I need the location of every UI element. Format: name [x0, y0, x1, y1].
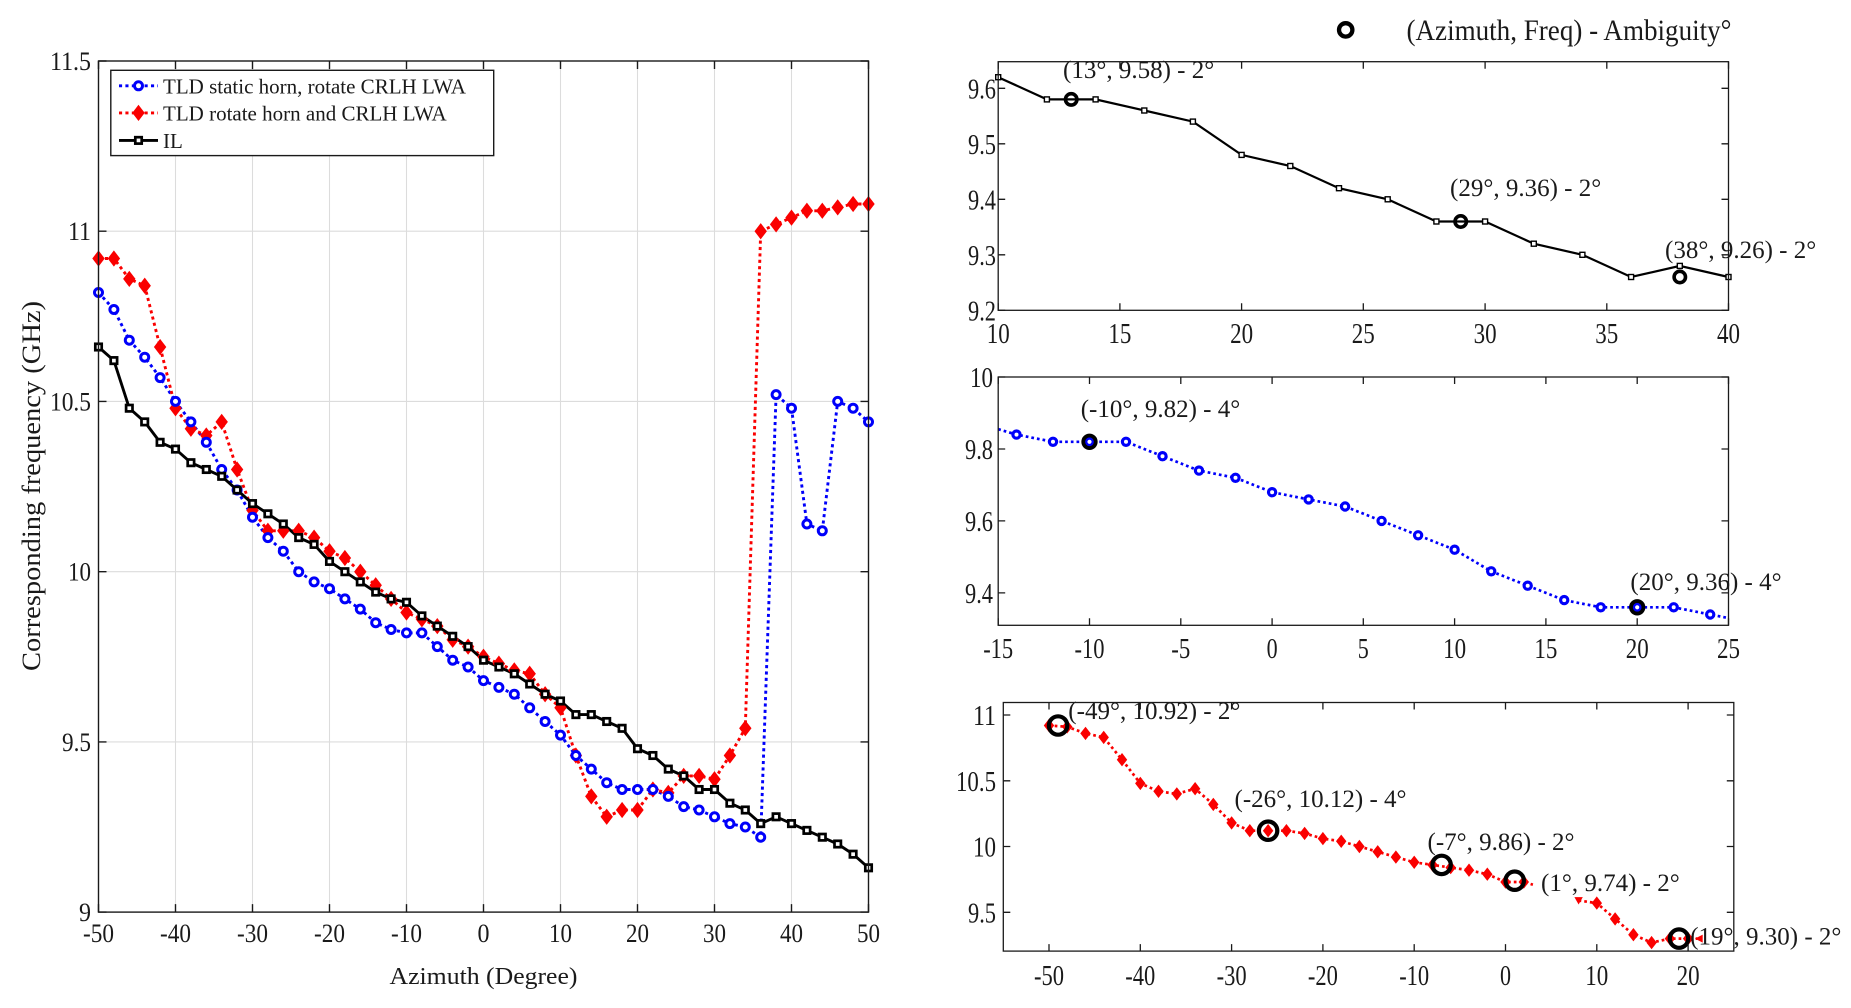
- svg-text:Azimuth (Degree): Azimuth (Degree): [390, 964, 578, 990]
- svg-text:10: 10: [987, 318, 1010, 350]
- svg-text:5: 5: [1358, 633, 1369, 665]
- svg-text:10: 10: [1585, 960, 1608, 992]
- svg-text:9.4: 9.4: [968, 184, 996, 216]
- svg-text:-20: -20: [314, 919, 345, 948]
- svg-text:-40: -40: [1125, 960, 1155, 992]
- svg-text:(-49°, 10.92) - 2°: (-49°, 10.92) - 2°: [1068, 698, 1240, 725]
- svg-text:10: 10: [549, 919, 572, 948]
- svg-text:15: 15: [1534, 633, 1557, 665]
- svg-text:-15: -15: [983, 633, 1013, 665]
- svg-text:11: 11: [973, 700, 996, 732]
- svg-text:35: 35: [1595, 318, 1618, 350]
- svg-text:9.6: 9.6: [965, 506, 993, 538]
- svg-text:(38°, 9.26) - 2°: (38°, 9.26) - 2°: [1665, 237, 1816, 264]
- svg-text:(Azimuth, Freq) - Ambiguity°: (Azimuth, Freq) - Ambiguity°: [1407, 14, 1732, 47]
- svg-text:-10: -10: [391, 919, 422, 948]
- svg-text:Corresponding frequency (GHz): Corresponding frequency (GHz): [17, 301, 46, 671]
- svg-text:-30: -30: [1217, 960, 1247, 992]
- svg-text:15: 15: [1108, 318, 1131, 350]
- svg-text:20: 20: [1626, 633, 1649, 665]
- svg-text:9.6: 9.6: [968, 73, 996, 105]
- svg-text:10: 10: [68, 558, 91, 587]
- svg-text:0: 0: [1267, 633, 1278, 665]
- svg-text:9.5: 9.5: [62, 728, 91, 757]
- svg-text:25: 25: [1352, 318, 1375, 350]
- svg-text:40: 40: [1717, 318, 1740, 350]
- svg-text:10.5: 10.5: [50, 387, 91, 416]
- svg-text:9.2: 9.2: [968, 295, 996, 327]
- svg-text:20: 20: [626, 919, 649, 948]
- svg-text:10: 10: [973, 832, 996, 864]
- svg-text:25: 25: [1717, 633, 1740, 665]
- svg-text:11: 11: [68, 217, 91, 246]
- svg-text:-30: -30: [237, 919, 268, 948]
- svg-text:(19°, 9.30) - 2°: (19°, 9.30) - 2°: [1690, 924, 1841, 951]
- svg-text:30: 30: [1474, 318, 1497, 350]
- svg-text:30: 30: [703, 919, 726, 948]
- svg-text:40: 40: [780, 919, 803, 948]
- svg-text:TLD rotate horn and CRLH LWA: TLD rotate horn and CRLH LWA: [163, 101, 447, 125]
- svg-text:IL: IL: [163, 129, 183, 153]
- svg-text:9.5: 9.5: [968, 129, 996, 161]
- svg-text:-5: -5: [1171, 633, 1190, 665]
- svg-text:-50: -50: [83, 919, 114, 948]
- svg-text:50: 50: [857, 919, 880, 948]
- svg-text:9: 9: [79, 898, 91, 927]
- svg-text:-10: -10: [1399, 960, 1429, 992]
- svg-text:11.5: 11.5: [50, 47, 91, 76]
- svg-text:9.8: 9.8: [965, 434, 993, 466]
- svg-text:-10: -10: [1075, 633, 1105, 665]
- svg-text:20: 20: [1677, 960, 1700, 992]
- svg-text:(13°, 9.58) - 2°: (13°, 9.58) - 2°: [1063, 57, 1214, 84]
- svg-text:(1°, 9.74) - 2°: (1°, 9.74) - 2°: [1541, 870, 1680, 897]
- svg-text:10: 10: [1443, 633, 1466, 665]
- svg-text:(20°, 9.36) - 4°: (20°, 9.36) - 4°: [1630, 569, 1781, 596]
- svg-text:(-26°, 10.12) - 4°: (-26°, 10.12) - 4°: [1235, 786, 1407, 813]
- svg-text:-40: -40: [160, 919, 191, 948]
- svg-text:(-7°, 9.86) - 2°: (-7°, 9.86) - 2°: [1428, 829, 1575, 856]
- svg-text:(-10°, 9.82) - 4°: (-10°, 9.82) - 4°: [1081, 396, 1241, 423]
- svg-text:20: 20: [1230, 318, 1253, 350]
- svg-text:(29°, 9.36) - 2°: (29°, 9.36) - 2°: [1450, 175, 1601, 202]
- svg-text:9.3: 9.3: [968, 240, 996, 272]
- svg-text:TLD static horn, rotate CRLH L: TLD static horn, rotate CRLH LWA: [163, 74, 467, 98]
- svg-text:0: 0: [478, 919, 490, 948]
- svg-text:9.5: 9.5: [968, 897, 996, 929]
- svg-text:-50: -50: [1034, 960, 1064, 992]
- svg-text:-20: -20: [1308, 960, 1338, 992]
- svg-text:0: 0: [1500, 960, 1511, 992]
- svg-text:10: 10: [970, 362, 993, 394]
- svg-text:9.4: 9.4: [965, 578, 993, 610]
- svg-text:10.5: 10.5: [956, 766, 996, 798]
